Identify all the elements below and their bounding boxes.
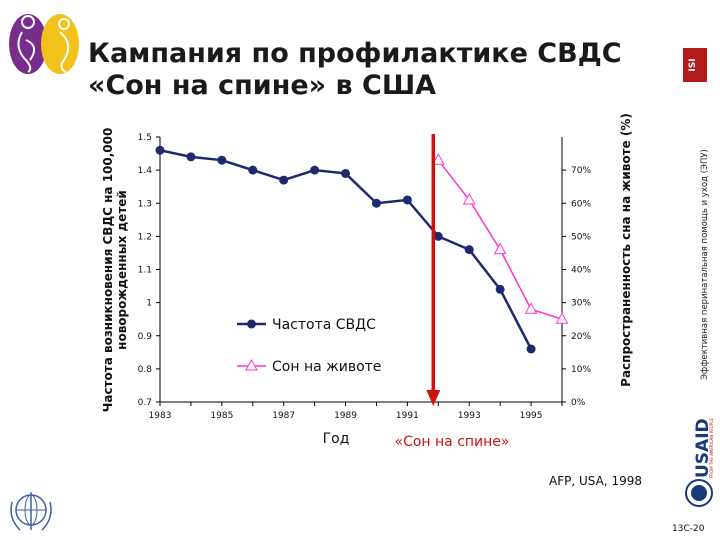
y-right-tick-label: 40% [571,266,591,276]
usaid-subtext: FROM THE AMERICAN PEOPLE [709,418,714,478]
y-right-tick-label: 10% [571,365,591,375]
sids-point [495,284,505,294]
y-right-tick-label: 0% [571,398,586,408]
y-left-tick-label: 1.5 [138,133,152,143]
x-tick-label: 1989 [334,411,357,421]
slide-number: 13C-20 [672,524,705,534]
sids-point [279,175,289,185]
x-tick-label: 1983 [149,411,172,421]
sids-point [526,344,536,354]
stomach-point [524,302,538,314]
stomach-point [431,153,445,165]
y-left-tick-label: 1.1 [138,266,152,276]
y-right-tick-label: 50% [571,232,591,242]
y-right-tick-label: 30% [571,299,591,309]
sids-point [155,145,165,155]
sids-point [341,168,351,178]
sids-point [464,245,474,255]
slide-title: Кампания по профилактике СВДС «Сон на сп… [88,38,622,101]
sids-point [310,165,320,175]
x-axis-label: Год [323,431,350,447]
legend-sids-label: Частота СВДС [272,317,376,333]
series-stomach-line [437,159,563,320]
x-tick-label: 1985 [210,411,233,421]
y-axis-right-label: Распространенность сна на животе (%) [619,113,633,387]
isi-logo-icon: ISI [683,48,707,82]
sids-point [217,155,227,165]
x-tick-label: 1993 [458,411,481,421]
x-tick-label: 1987 [272,411,295,421]
stomach-point [462,192,476,205]
y-left-tick-label: 0.9 [138,332,153,342]
y-left-tick-label: 1.2 [138,232,152,242]
campaign-annotation: «Сон на спине» [395,434,510,450]
stomach-point [493,242,507,255]
isi-logo-text: ISI [688,58,698,71]
campaign-arrow-head [426,390,441,406]
x-tick-label: 1995 [520,411,543,421]
y-left-tick-label: 1.3 [138,199,152,209]
sids-point [371,198,381,208]
sids-point [248,165,258,175]
y-left-tick-label: 0.8 [138,365,153,375]
sids-point [402,195,412,205]
legend-stomach-marker [245,358,258,371]
legend-sids-marker [247,319,256,329]
y-axis-left-label: Частота возникновения СВДС на 100,000нов… [101,128,129,413]
legend-stomach-label: Сон на животе [272,359,381,375]
side-caption-text: Эффективная перинатальная помощь и уход … [700,149,710,380]
usaid-text: USAID [693,418,713,478]
sids-point [433,231,443,241]
sids-point [186,152,196,162]
y-left-tick-label: 1.4 [138,166,153,176]
y-left-tick-label: 1 [146,299,152,309]
y-right-tick-label: 20% [571,332,591,342]
x-tick-label: 1991 [396,411,419,421]
usaid-logo-icon: USAID FROM THE AMERICAN PEOPLE [685,418,714,507]
y-right-tick-label: 70% [571,166,591,176]
source-caption: AFP, USA, 1998 [549,474,642,488]
side-caption: Эффективная перинатальная помощь и уход … [700,149,710,380]
who-logo-icon [10,492,52,531]
y-right-tick-label: 60% [571,199,591,209]
stomach-point [555,312,569,324]
mother-child-logo-icon [9,14,79,74]
y-left-tick-label: 0.7 [138,398,152,408]
